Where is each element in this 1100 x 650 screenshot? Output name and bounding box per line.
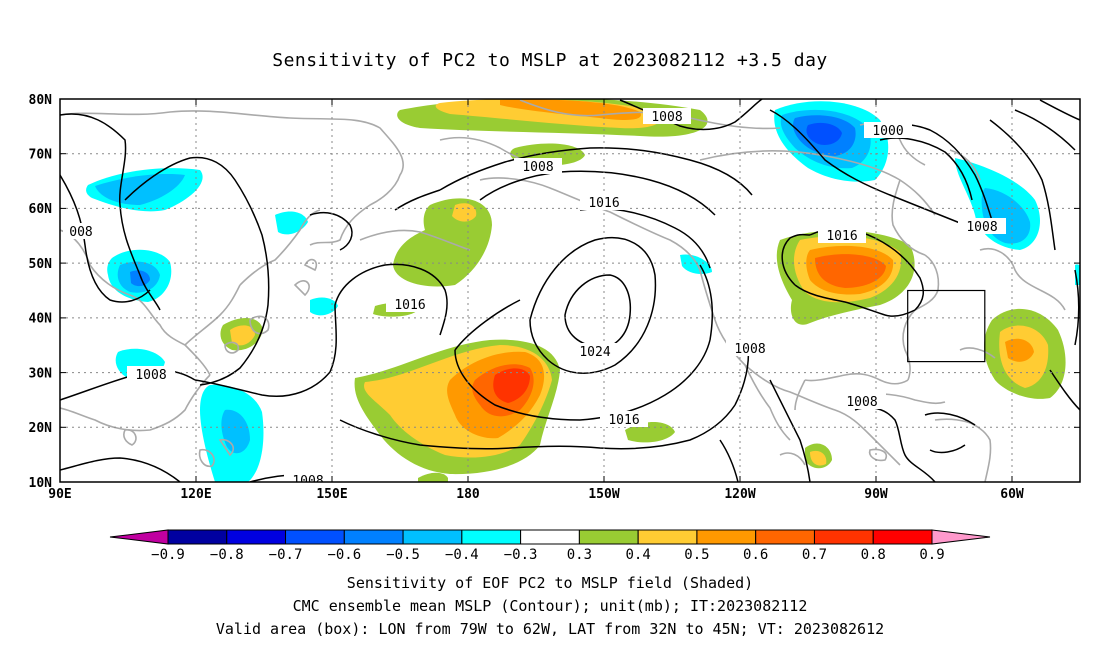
lon-label-150w: 150W	[588, 487, 619, 502]
contour-label-1016-hudson: 1016	[826, 229, 857, 244]
colorbar-swatch	[755, 529, 815, 545]
colorbar-label: −0.7	[269, 547, 303, 563]
axis-ticks	[60, 99, 1080, 482]
contour-label-1016-west-pacific: 1016	[394, 298, 425, 313]
colorbar-swatch	[343, 529, 404, 545]
contour-label-1008-mexico: 1008	[734, 342, 765, 357]
contour-label-1016-south: 1016	[608, 413, 639, 428]
colorbar-swatch	[696, 529, 757, 545]
contour-label-1008-atlantic: 1008	[966, 220, 997, 235]
contour-label-1016-north: 1016	[588, 196, 619, 211]
lat-label-10n: 10N	[29, 476, 53, 491]
contour-label-1008-north-pacific: 1008	[522, 160, 553, 175]
contour-label-008-west: 008	[69, 225, 92, 240]
contour-label-1008-arctic: 1008	[651, 110, 682, 125]
colorbar-swatch	[167, 529, 228, 545]
colorbar-swatch	[872, 529, 933, 545]
colorbar-swatch	[520, 529, 580, 545]
colorbar-extend-high	[931, 529, 991, 545]
map-plot-area: 1008 1000 1008 1016 1016 1008 008 1016 1…	[60, 99, 1080, 489]
colorbar-label: −0.9	[151, 547, 185, 563]
colorbar-swatch	[578, 529, 639, 545]
contour-label-1008-caribbean: 1008	[846, 395, 877, 410]
lon-label-90w: 90W	[864, 487, 888, 502]
shading-negative-darkblue	[806, 122, 842, 145]
colorbar-swatch	[402, 529, 463, 545]
lat-label-50n: 50N	[29, 257, 53, 272]
colorbar-label: 0.4	[626, 547, 651, 563]
lon-label-120w: 120W	[724, 487, 755, 502]
caption-line-1: Sensitivity of EOF PC2 to MSLP field (Sh…	[346, 574, 754, 592]
colorbar-swatch	[461, 529, 522, 545]
lat-label-20n: 20N	[29, 421, 53, 436]
colorbar-swatch	[226, 529, 287, 545]
lat-label-70n: 70N	[29, 148, 53, 163]
caption-line-2: CMC ensemble mean MSLP (Contour); unit(m…	[292, 597, 808, 615]
page-title: Sensitivity of PC2 to MSLP at 2023082112…	[272, 50, 828, 71]
shading-positive-red	[493, 368, 530, 403]
colorbar-label: 0.9	[919, 547, 944, 563]
lat-label-60n: 60N	[29, 202, 53, 217]
map-frame	[59, 98, 1081, 483]
valid-area-box	[907, 289, 986, 363]
contour-label-1024: 1024	[579, 345, 610, 360]
lat-label-80n: 80N	[29, 93, 53, 108]
colorbar-label: 0.6	[743, 547, 768, 563]
lat-label-40n: 40N	[29, 312, 53, 327]
lon-label-120e: 120E	[180, 487, 211, 502]
colorbar-label: 0.3	[567, 547, 592, 563]
colorbar-label: −0.4	[445, 547, 479, 563]
colorbar-swatch	[813, 529, 874, 545]
lon-label-90e: 90E	[48, 487, 71, 502]
colorbar-label: 0.5	[684, 547, 709, 563]
caption-line-3: Valid area (box): LON from 79W to 62W, L…	[215, 620, 885, 638]
colorbar-label: −0.5	[386, 547, 420, 563]
colorbar-extend-low	[109, 529, 169, 545]
colorbar-label: −0.6	[327, 547, 361, 563]
lon-label-150e: 150E	[316, 487, 347, 502]
contour-label-1008-bottom: 1008	[292, 474, 323, 489]
contour-label-1008-south-china: 1008	[135, 368, 166, 383]
shading-negative-blue	[130, 115, 856, 287]
contour-label-1000: 1000	[872, 124, 903, 139]
colorbar-swatch	[285, 529, 345, 545]
colorbar: −0.9 −0.8 −0.7 −0.6 −0.5 −0.4 −0.3 0.3 0.4 0.5 0.6…	[109, 529, 991, 563]
colorbar-label: 0.7	[802, 547, 827, 563]
colorbar-label: −0.3	[504, 547, 538, 563]
lon-label-180: 180	[456, 487, 480, 502]
colorbar-label: −0.8	[210, 547, 244, 563]
lon-label-60w: 60W	[1000, 487, 1024, 502]
lat-label-30n: 30N	[29, 366, 53, 381]
colorbar-swatch	[637, 529, 698, 545]
colorbar-label: 0.8	[861, 547, 886, 563]
